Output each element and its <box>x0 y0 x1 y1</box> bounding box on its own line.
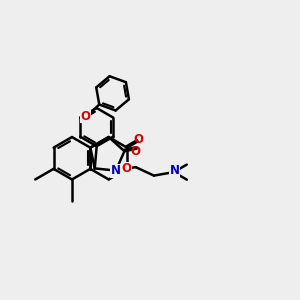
Text: O: O <box>134 133 143 146</box>
Text: N: N <box>169 164 180 177</box>
Text: N: N <box>111 164 121 177</box>
Text: O: O <box>122 162 132 175</box>
Text: O: O <box>80 110 91 123</box>
Text: O: O <box>131 145 141 158</box>
